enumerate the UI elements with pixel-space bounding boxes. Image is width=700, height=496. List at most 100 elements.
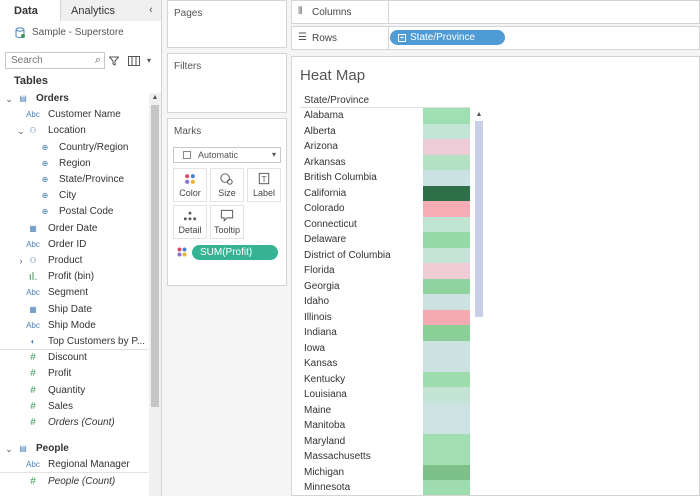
field-item[interactable]: ⊕ Postal Code — [0, 204, 148, 220]
state-label[interactable]: Maryland — [304, 435, 346, 447]
field-item[interactable]: Abc Order ID — [0, 237, 148, 253]
state-label[interactable]: Louisiana — [304, 389, 347, 400]
heatmap-cell[interactable] — [423, 418, 470, 434]
heatmap-cell[interactable] — [423, 247, 470, 263]
mark-type-select[interactable]: Automatic ▾ — [173, 147, 281, 163]
heatmap-cell[interactable] — [423, 402, 470, 418]
field-item[interactable]: ▦ Ship Date — [0, 302, 148, 318]
color-button[interactable]: Color — [173, 168, 207, 202]
field-item[interactable]: # People (Count) — [0, 474, 148, 490]
heatmap-cell[interactable] — [423, 154, 470, 170]
state-label[interactable]: Delaware — [304, 234, 347, 245]
view-list-icon[interactable] — [127, 53, 141, 68]
heatmap-cell[interactable] — [423, 449, 470, 465]
scroll-thumb[interactable] — [151, 105, 159, 407]
heatmap-cell[interactable] — [423, 201, 470, 217]
columns-shelf[interactable]: ⦀ Columns — [291, 0, 700, 24]
scroll-up-icon[interactable]: ▲ — [475, 111, 483, 118]
state-label[interactable]: British Columbia — [304, 172, 377, 183]
state-label[interactable]: Georgia — [304, 280, 340, 292]
chevron-down-icon[interactable]: ▾ — [146, 56, 151, 65]
heatmap-cell[interactable] — [423, 139, 470, 155]
heatmap-cell[interactable] — [423, 309, 470, 325]
rows-shelf[interactable]: ☰ Rows + State/Province — [291, 26, 700, 50]
collapse-pane-icon[interactable]: ‹ — [149, 4, 153, 16]
label-button[interactable]: T Label — [247, 168, 281, 202]
field-item[interactable]: # Orders (Count) — [0, 415, 148, 431]
heatmap-cell[interactable] — [423, 294, 470, 310]
field-item[interactable]: Abc Segment — [0, 285, 148, 301]
heatmap-cell[interactable] — [423, 325, 470, 341]
heatmap-cell[interactable] — [423, 123, 470, 139]
state-label[interactable]: Michigan — [304, 466, 345, 478]
state-label[interactable]: Idaho — [304, 296, 330, 307]
table-item[interactable]: ⌄ ▤ Orders — [0, 91, 148, 107]
heatmap-cell[interactable] — [423, 185, 470, 201]
state-label[interactable]: Alabama — [304, 110, 344, 121]
heatmap-cell[interactable] — [423, 480, 470, 495]
heatmap-cell[interactable] — [423, 232, 470, 248]
state-label[interactable]: Alberta — [304, 125, 336, 137]
state-label[interactable]: Minnesota — [304, 482, 351, 493]
size-button[interactable]: Size — [210, 168, 244, 202]
scroll-up-icon[interactable]: ▲ — [151, 94, 159, 101]
state-label[interactable]: Iowa — [304, 342, 326, 354]
chevron-down-icon[interactable]: ⌄ — [5, 94, 13, 104]
state-label[interactable]: Indiana — [304, 327, 337, 338]
field-item[interactable]: Abc Ship Mode — [0, 318, 148, 334]
data-pane-scrollbar[interactable]: ▲ — [149, 93, 161, 496]
heatmap-cell[interactable] — [423, 371, 470, 387]
state-label[interactable]: Maine — [304, 404, 332, 416]
heatmap-cell[interactable] — [423, 108, 470, 124]
heatmap-cell[interactable] — [423, 387, 470, 403]
field-item[interactable]: ⊕ Region — [0, 156, 148, 172]
state-label[interactable]: Kansas — [304, 358, 338, 369]
pages-card[interactable]: Pages — [167, 0, 287, 48]
detail-button[interactable]: Detail — [173, 205, 207, 239]
field-item[interactable]: # Quantity — [0, 383, 148, 399]
heatmap-cell[interactable] — [423, 278, 470, 294]
state-label[interactable]: Kentucky — [304, 373, 346, 385]
state-label[interactable]: District of Columbia — [304, 249, 391, 261]
field-item[interactable]: # Sales — [0, 399, 148, 415]
search-input[interactable] — [6, 53, 90, 68]
search-icon[interactable]: ⌕ — [94, 54, 101, 66]
field-item[interactable]: Abc Regional Manager — [0, 457, 148, 474]
chevron-right-icon[interactable]: › — [19, 256, 23, 266]
field-item[interactable]: ıl. Profit (bin) — [0, 269, 148, 285]
state-label[interactable]: Illinois — [304, 311, 332, 323]
state-province-pill[interactable]: + State/Province — [390, 30, 505, 45]
field-item[interactable]: ◐ Top Customers by P... — [0, 334, 148, 350]
scroll-thumb[interactable] — [475, 121, 483, 317]
state-label[interactable]: Colorado — [304, 203, 345, 214]
field-item[interactable]: # Discount — [0, 350, 148, 366]
heatmap-cell[interactable] — [423, 356, 470, 372]
field-item[interactable]: › ⚇ Product — [0, 253, 148, 269]
heatmap-cell[interactable] — [423, 464, 470, 480]
heatmap-cell[interactable] — [423, 433, 470, 449]
filters-card[interactable]: Filters — [167, 53, 287, 113]
viz-scrollbar[interactable]: ▲ — [473, 110, 485, 495]
tooltip-button[interactable]: Tooltip — [210, 205, 244, 239]
chevron-down-icon[interactable]: ⌄ — [5, 444, 13, 455]
field-item[interactable]: ⊕ City — [0, 188, 148, 204]
state-label[interactable]: Connecticut — [304, 218, 357, 230]
field-item[interactable]: # Profit — [0, 366, 148, 382]
state-label[interactable]: Florida — [304, 265, 335, 276]
state-label[interactable]: Massachusetts — [304, 451, 371, 462]
state-label[interactable]: Manitoba — [304, 420, 346, 431]
field-item[interactable]: ▦ Order Date — [0, 221, 148, 237]
heatmap-cell[interactable] — [423, 263, 470, 279]
heatmap-cell[interactable] — [423, 340, 470, 356]
field-item[interactable]: ⌄ ⚇ Location — [0, 123, 148, 139]
field-item[interactable]: ⊕ State/Province — [0, 172, 148, 188]
tab-analytics[interactable]: Analytics — [60, 0, 161, 21]
field-item[interactable]: ⊕ Country/Region — [0, 140, 148, 156]
table-item[interactable]: ⌄ ▤ People — [0, 441, 148, 457]
tab-data[interactable]: Data — [0, 0, 60, 21]
field-item[interactable]: Abc Customer Name — [0, 107, 148, 123]
sum-profit-pill[interactable]: SUM(Profit) — [192, 245, 278, 260]
state-label[interactable]: California — [304, 187, 347, 199]
heatmap-cell[interactable] — [423, 170, 470, 186]
heatmap-cell[interactable] — [423, 216, 470, 232]
